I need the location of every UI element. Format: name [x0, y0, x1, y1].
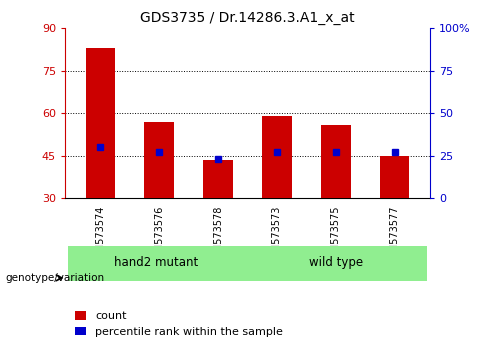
Bar	[144, 122, 174, 198]
Text: GSM573575: GSM573575	[331, 205, 341, 265]
Text: GSM573573: GSM573573	[272, 205, 282, 264]
Text: GSM573577: GSM573577	[390, 205, 400, 265]
Legend: count, percentile rank within the sample: count, percentile rank within the sample	[70, 307, 288, 341]
Bar	[204, 160, 233, 198]
Bar	[262, 116, 292, 198]
Title: GDS3735 / Dr.14286.3.A1_x_at: GDS3735 / Dr.14286.3.A1_x_at	[140, 11, 355, 24]
Text: GSM573578: GSM573578	[213, 205, 223, 264]
Text: GSM573576: GSM573576	[154, 205, 164, 264]
Text: GSM573574: GSM573574	[96, 205, 106, 264]
Text: genotype/variation: genotype/variation	[5, 273, 104, 283]
Text: hand2 mutant: hand2 mutant	[114, 256, 198, 269]
Bar	[244, 246, 427, 281]
Bar	[68, 246, 244, 281]
Bar	[321, 125, 350, 198]
Bar	[86, 48, 115, 198]
Text: wild type: wild type	[308, 256, 363, 269]
Bar	[380, 156, 410, 198]
